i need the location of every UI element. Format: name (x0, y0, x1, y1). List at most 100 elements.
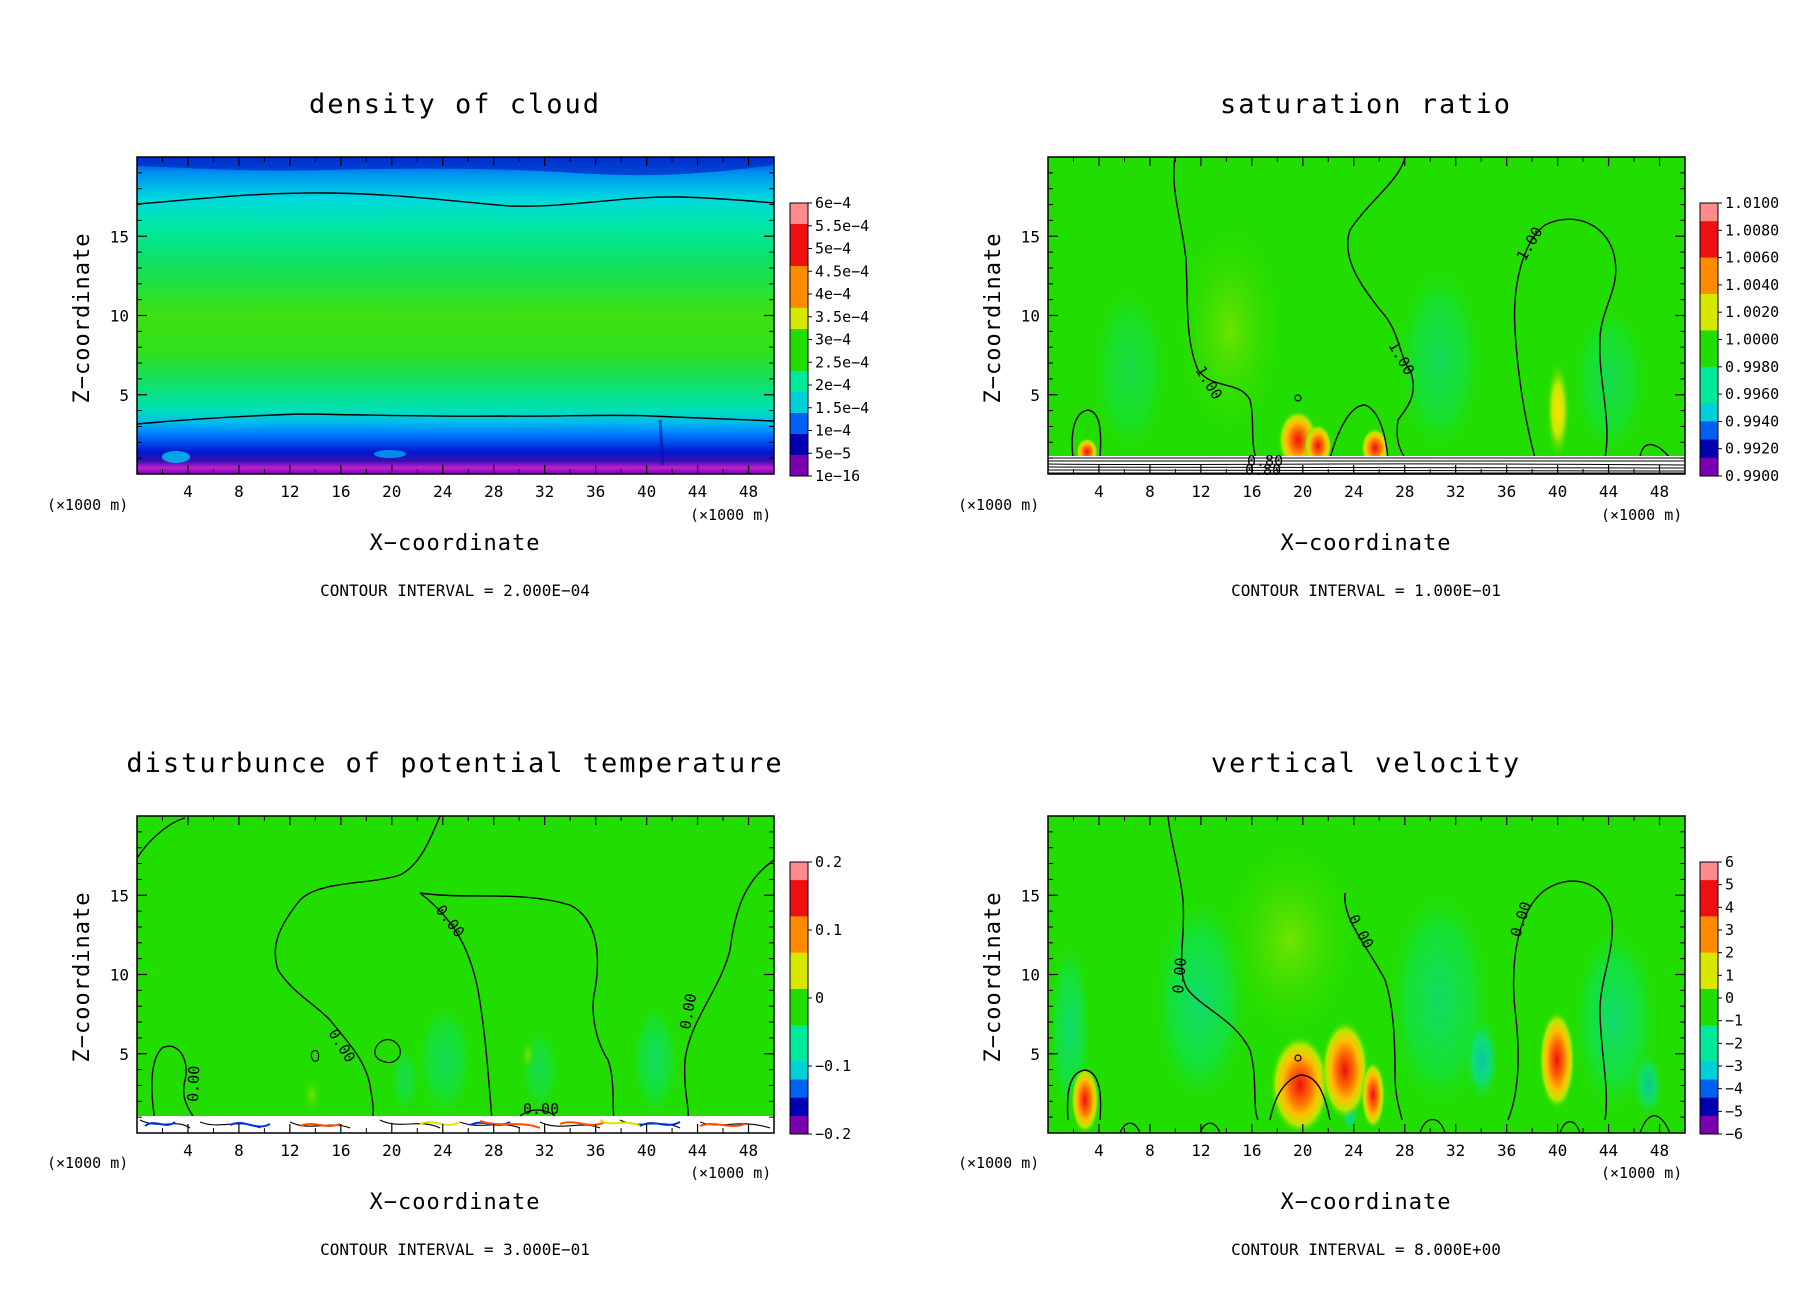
colorbar-label: −6 (1725, 1125, 1743, 1143)
panel-vertical-velocity: vertical velocity 0.00 0.00 0. (958, 748, 1743, 1259)
warm-cell (1361, 1061, 1385, 1129)
x-tick-label: 20 (382, 482, 401, 501)
contour-line (519, 1109, 556, 1117)
colorbar-label: −0.2 (815, 1125, 851, 1143)
colorbar-label: 1.5e−4 (815, 399, 869, 417)
y-axis-label: Z−coordinate (70, 233, 95, 404)
colorbar-label: −3 (1725, 1057, 1743, 1075)
colorbar-swatch (1700, 1079, 1718, 1099)
colorbar-swatch (1700, 1007, 1718, 1026)
colorbar-label: 5 (1725, 876, 1734, 894)
contour-label: 0.00 (523, 1100, 559, 1118)
contour-line (1344, 892, 1403, 1121)
colorbar-label: 0.1 (815, 921, 842, 939)
cool-region (1090, 280, 1170, 460)
plot-area: 0.00 0.00 0.00 0.00 0.00 4 8 12 16 20 24 28 32 3… (110, 815, 775, 1160)
colorbar-swatch (790, 392, 808, 414)
z-unit-label: (×1000 m) (958, 496, 1039, 514)
y-tick-label: 10 (110, 307, 129, 326)
x-tick-label: 48 (739, 1141, 758, 1160)
colorbar-label: 5e−4 (815, 240, 851, 258)
colorbar-swatch (1700, 239, 1718, 259)
x-axis-label: X−coordinate (1281, 531, 1452, 556)
colorbar-label: 6 (1725, 853, 1734, 871)
colorbar-swatch (790, 916, 808, 936)
x-tick-label: 48 (1650, 1141, 1669, 1160)
colorbar-swatch (790, 224, 808, 246)
x-tick-label: 4 (1094, 1141, 1104, 1160)
colorbar-swatch (1700, 257, 1718, 277)
colorbar-swatch (1700, 988, 1718, 1008)
colorbar-swatch (1700, 403, 1718, 422)
x-tick-label: 8 (234, 482, 244, 501)
colorbar-swatch (1700, 1025, 1718, 1044)
panel-saturation-ratio: saturation ratio 1.00 1.00 1.00 0.80 (958, 89, 1779, 600)
panel-density-of-cloud: density of cloud 4 8 12 16 20 24 28 32 36 40 44 48 … (47, 89, 869, 600)
x-tick-label: 4 (183, 482, 193, 501)
colorbar-swatch (1700, 970, 1718, 990)
colorbar-swatch (790, 1097, 808, 1117)
x-tick-label: 12 (1191, 1141, 1210, 1160)
contour-label: 0.00 (676, 992, 700, 1031)
colorbar-swatch (790, 988, 808, 1008)
cool-region (415, 1000, 475, 1120)
y-ticks: 5 10 15 (110, 831, 774, 1118)
colorbar-swatch (790, 1025, 808, 1044)
contour-line (1119, 1115, 1671, 1134)
colorbar-label: 1.0100 (1725, 194, 1779, 212)
x-tick-label: 48 (1650, 482, 1669, 501)
x-tick-label: 36 (586, 482, 605, 501)
colorbar-swatch (1700, 294, 1718, 313)
colorbar-swatch (790, 898, 808, 917)
colorbar-label: 1.0000 (1725, 331, 1779, 349)
contour-line (1507, 880, 1614, 1121)
colorbar-swatch (1700, 421, 1718, 441)
cool-region (390, 1045, 420, 1115)
contour-line (136, 413, 775, 425)
x-tick-label: 24 (433, 482, 452, 501)
colorbar-swatch (790, 970, 808, 990)
y-tick-label: 10 (110, 966, 129, 985)
field-fill (137, 157, 774, 474)
colorbar-swatch (1700, 439, 1718, 459)
colorbar-label: −2 (1725, 1034, 1743, 1052)
colorbar-label: 1 (1725, 966, 1734, 984)
x-tick-label: 28 (484, 482, 503, 501)
contour-line (374, 1038, 401, 1064)
colorbar-label: 1.0040 (1725, 276, 1779, 294)
colorbar-label: −5 (1725, 1102, 1743, 1120)
y-axis-label: Z−coordinate (70, 892, 95, 1063)
colorbar-label: 0.2 (815, 853, 842, 871)
colorbar-label: 3.5e−4 (815, 308, 869, 326)
surface-turbulence (419, 1119, 641, 1127)
colorbar-label: 3 (1725, 921, 1734, 939)
colorbar-swatch (790, 455, 808, 477)
colorbar-label: −4 (1725, 1080, 1743, 1098)
x-tick-label: 28 (484, 1141, 503, 1160)
contour-line (1071, 409, 1102, 459)
contour-line (274, 815, 441, 1121)
plot-area: 0.00 0.00 0.00 4 8 12 16 20 24 28 32 36 40 44 48 51… (1021, 815, 1686, 1160)
colorbar-label: 5.5e−4 (815, 217, 869, 235)
colorbar-label: 4.5e−4 (815, 262, 869, 280)
x-axis-label: X−coordinate (370, 531, 541, 556)
colorbar-label: 0.9900 (1725, 467, 1779, 485)
y-tick-label: 5 (119, 386, 129, 405)
colorbar-swatch (790, 413, 808, 435)
colorbar-swatch (1700, 348, 1718, 368)
contour-line (1329, 404, 1389, 459)
colorbar-swatch (1700, 1061, 1718, 1081)
x-tick-label: 40 (1548, 1141, 1567, 1160)
cool-region (630, 1000, 680, 1120)
x-tick-label: 44 (1599, 1141, 1618, 1160)
x-unit-label: (×1000 m) (1601, 506, 1682, 524)
x-tick-label: 8 (234, 1141, 244, 1160)
ground-streak (658, 419, 665, 466)
cold-cell (1464, 1015, 1500, 1105)
x-tick-label: 40 (1548, 482, 1567, 501)
contour-label: 0.80 (1245, 461, 1281, 479)
colorbar-swatch (790, 862, 808, 881)
contour-line (310, 1049, 320, 1062)
x-tick-label: 24 (433, 1141, 452, 1160)
contour-line (151, 1045, 196, 1121)
